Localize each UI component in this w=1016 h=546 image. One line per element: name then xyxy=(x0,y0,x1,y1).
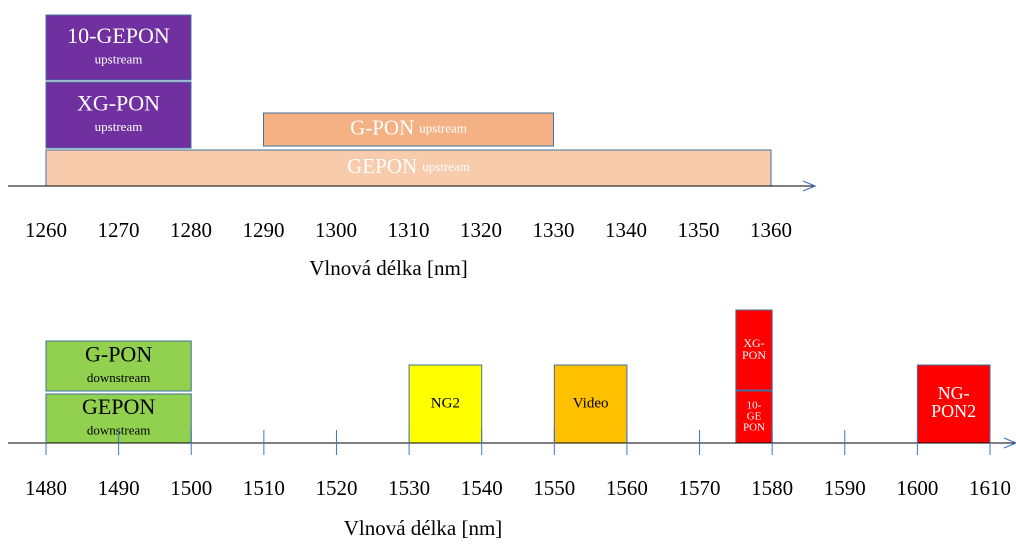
x-tick-label: 1260 xyxy=(25,218,67,242)
band-label: G-PON upstream xyxy=(350,115,467,139)
x-tick-label: 1280 xyxy=(170,218,212,242)
x-tick-label: 1270 xyxy=(98,218,140,242)
x-tick-label: 1570 xyxy=(679,476,721,500)
band-label: GE xyxy=(747,411,762,423)
axis-title: Vlnová délka [nm] xyxy=(309,256,468,280)
band xyxy=(735,309,773,391)
band-label: PON2 xyxy=(931,401,976,421)
axis-title: Vlnová délka [nm] xyxy=(344,516,503,540)
band-name: G-PON xyxy=(350,115,414,139)
band-sub: downstream xyxy=(87,422,151,437)
x-tick-label: 1540 xyxy=(461,476,503,500)
axis-arrow xyxy=(802,180,817,192)
x-tick-label: 1490 xyxy=(98,476,140,500)
band-label: GEPON xyxy=(82,394,155,419)
band-label: PON xyxy=(743,422,765,434)
band xyxy=(263,112,554,147)
band-label: XG- xyxy=(743,336,764,350)
band xyxy=(45,340,192,392)
band xyxy=(553,364,628,444)
band xyxy=(735,390,773,444)
band-label: Video xyxy=(573,395,609,411)
band xyxy=(916,364,991,444)
band xyxy=(408,364,483,444)
axis-arrow xyxy=(1003,437,1016,449)
x-tick-label: 1310 xyxy=(388,218,430,242)
x-tick-label: 1360 xyxy=(750,218,792,242)
x-tick-label: 1500 xyxy=(170,476,212,500)
band xyxy=(45,81,192,149)
x-tick-label: 1350 xyxy=(678,218,720,242)
x-tick-label: 1530 xyxy=(388,476,430,500)
x-tick-label: 1550 xyxy=(533,476,575,500)
band-label: GEPON upstream xyxy=(347,154,470,178)
band-sub: upstream xyxy=(422,159,470,174)
x-tick-label: 1340 xyxy=(605,218,647,242)
x-tick-label: 1560 xyxy=(606,476,648,500)
x-tick-label: 1480 xyxy=(25,476,67,500)
band-sub: upstream xyxy=(95,119,143,134)
band-name: GEPON xyxy=(347,154,417,178)
x-tick-label: 1510 xyxy=(243,476,285,500)
x-tick-label: 1320 xyxy=(460,218,502,242)
x-tick-label: 1520 xyxy=(315,476,357,500)
band-label: PON xyxy=(742,348,766,362)
band-label: XG-PON xyxy=(77,90,160,115)
x-tick-label: 1290 xyxy=(243,218,285,242)
band-label: NG2 xyxy=(431,395,460,411)
x-tick-label: 1300 xyxy=(315,218,357,242)
band-label: 10-GEPON xyxy=(67,23,170,48)
band xyxy=(45,14,192,81)
x-tick-label: 1610 xyxy=(969,476,1011,500)
band-sub: downstream xyxy=(87,370,151,385)
band-label: NG- xyxy=(938,383,970,403)
x-tick-label: 1590 xyxy=(824,476,866,500)
x-tick-label: 1600 xyxy=(896,476,938,500)
x-tick-label: 1330 xyxy=(533,218,575,242)
band-sub: upstream xyxy=(95,51,143,66)
x-tick-label: 1580 xyxy=(751,476,793,500)
band-label: G-PON xyxy=(85,341,152,366)
band-label: 10- xyxy=(747,400,762,412)
band-sub: upstream xyxy=(419,120,467,135)
